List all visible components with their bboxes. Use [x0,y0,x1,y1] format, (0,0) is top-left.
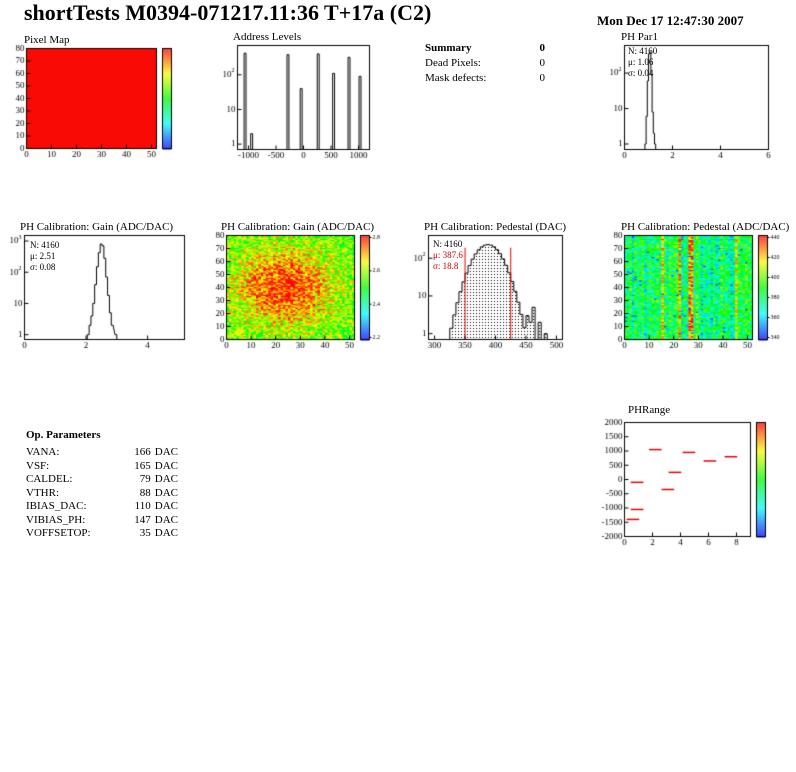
op-parameter-row: VOFFSETOP: 35 DAC [26,527,178,541]
op-parameter-row: VIBIAS_PH: 147 DAC [26,514,178,528]
summary-title: Summary [425,42,472,54]
stat-n: N: 4160 [628,46,658,56]
param-value: 165 [134,459,151,472]
summary-row-value: 0 [539,72,546,84]
address-levels-title: Address Levels [233,31,302,43]
ph-par1-title: PH Par1 [621,31,658,43]
pixel-map-plot [4,44,184,162]
timestamp: Mon Dec 17 12:47:30 2007 [597,13,744,28]
summary-total: 0 [539,42,546,54]
address-levels-plot [215,41,375,163]
pedestal-1d-title: PH Calibration: Pedestal (DAC) [424,221,567,233]
param-unit: DAC [154,459,178,472]
gain-1d-title: PH Calibration: Gain (ADC/DAC) [20,221,174,233]
stat-mu: μ: 1.06 [628,57,654,67]
stat-sigma: σ: 0.08 [30,262,56,272]
param-unit: DAC [154,527,178,539]
stat-sigma: σ: 0.04 [628,68,654,78]
pedestal-2d-title: PH Calibration: Pedestal (ADC/DAC) [621,221,790,233]
ph-par1-plot [602,41,774,163]
param-label: VIBIAS_PH: [26,513,86,526]
op-parameter-row: CALDEL: 79 DAC [26,473,178,487]
param-label: VOFFSETOP: [26,527,91,539]
param-value: 147 [134,513,151,526]
param-unit: DAC [154,500,178,512]
param-label: VANA: [26,446,60,458]
gain-1d-stats: N: 4160 μ: 2.51 σ: 0.08 [30,240,59,273]
gain-1d-plot [2,231,190,353]
param-label: VTHR: [26,486,59,499]
summary-row-label: Mask defects: [425,72,487,84]
pedestal-1d-plot [406,231,568,353]
summary-row-value: 0 [539,57,546,69]
op-parameters-block: Op. Parameters VANA: 166 DAC VSF: 165 DA… [26,429,178,541]
param-value: 88 [139,486,151,499]
param-unit: DAC [154,513,178,526]
stat-sigma: σ: 18.8 [433,261,459,271]
param-value: 35 [139,527,151,539]
param-unit: DAC [154,473,178,485]
pixel-map-title: Pixel Map [24,34,70,46]
param-unit: DAC [154,446,178,458]
stat-mu: μ: 2.51 [30,251,56,261]
param-label: VSF: [26,459,50,472]
ph-range-title: PHRange [628,404,671,416]
summary-row-label: Dead Pixels: [425,57,481,69]
param-label: CALDEL: [26,473,73,485]
param-label: IBIAS_DAC: [26,500,87,512]
main-title: shortTests M0394-071217.11:36 T+17a (C2) [24,0,432,25]
stat-n: N: 4160 [30,240,60,250]
ph-par1-stats: N: 4160 μ: 1.06 σ: 0.04 [628,46,657,79]
param-unit: DAC [154,486,178,499]
param-value: 110 [134,500,151,512]
op-parameter-row: VTHR: 88 DAC [26,487,178,501]
param-value: 166 [134,446,151,458]
pedestal-2d-plot [602,231,780,353]
stat-mu: μ: 387.6 [433,250,463,260]
param-value: 79 [139,473,151,485]
ph-range-plot [598,418,778,550]
op-parameters-title: Op. Parameters [26,429,101,441]
stat-n: N: 4160 [433,239,463,249]
gain-2d-title: PH Calibration: Gain (ADC/DAC) [221,221,375,233]
pedestal-1d-stats: N: 4160 μ: 387.6 σ: 18.8 [433,239,463,272]
gain-2d-plot [204,231,382,353]
summary-block: Summary 0 Dead Pixels: 0 Mask defects: 0 [425,42,545,87]
op-parameter-row: VSF: 165 DAC [26,460,178,474]
op-parameter-row: VANA: 166 DAC [26,446,178,460]
op-parameter-row: IBIAS_DAC: 110 DAC [26,500,178,514]
